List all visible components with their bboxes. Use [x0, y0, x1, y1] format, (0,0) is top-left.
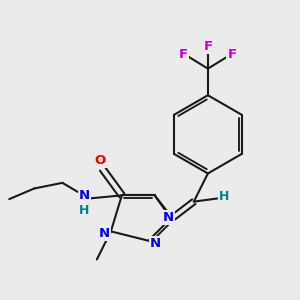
- Text: N: N: [79, 189, 90, 202]
- Text: N: N: [98, 227, 110, 240]
- Text: F: F: [227, 48, 236, 61]
- Text: H: H: [79, 204, 89, 217]
- Text: N: N: [163, 211, 174, 224]
- Text: F: F: [179, 48, 188, 61]
- Text: F: F: [203, 40, 212, 53]
- Text: N: N: [150, 237, 161, 250]
- Text: O: O: [94, 154, 106, 166]
- Text: H: H: [219, 190, 229, 203]
